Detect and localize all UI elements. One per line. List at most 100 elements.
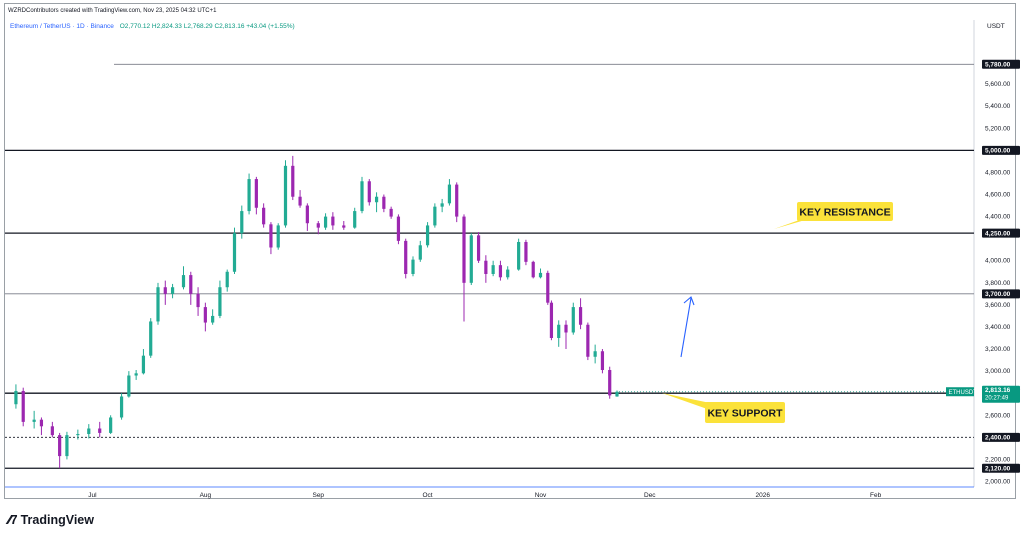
candle-body (76, 434, 80, 436)
candle-body (109, 417, 113, 433)
candle-body (119, 396, 124, 418)
ohlc-readout: O2,770.12 H2,824.33 L2,768.29 C2,813.16 … (119, 23, 295, 30)
candle-body (32, 419, 36, 422)
candle-body (404, 240, 408, 274)
candle-body (476, 235, 481, 261)
price-tick-label: 2,200.00 (985, 456, 1011, 463)
candle-body (411, 259, 415, 274)
level-price-tag (982, 432, 1020, 442)
candle-body (433, 206, 437, 226)
level-price-label: 4,250.00 (985, 230, 1011, 237)
candle-body (506, 269, 510, 278)
level-price-tag (982, 289, 1020, 299)
time-tick-label: Feb (870, 492, 882, 499)
candle-body (218, 287, 222, 316)
candle-body (211, 315, 215, 323)
candle-body (149, 321, 153, 356)
tradingview-logo: ⁄⁄7 TradingView (8, 512, 94, 527)
price-tick-label: 3,400.00 (985, 324, 1011, 331)
ticker-label: ETHUSDT (949, 390, 978, 396)
time-tick-label: Sep (312, 492, 324, 499)
ticker-tag (946, 387, 974, 397)
candle-body (615, 391, 619, 397)
candle-body (98, 428, 102, 433)
candle-body (50, 426, 54, 436)
candle-body (578, 307, 583, 325)
candle-body (557, 324, 561, 338)
candle-body (65, 435, 69, 457)
last-price-label: 2,813.16 (985, 387, 1011, 394)
candle-body (342, 225, 346, 228)
candle-body (283, 165, 288, 226)
resistance-callout-box (797, 202, 893, 221)
candle-body (600, 351, 605, 371)
price-tick-label: 3,200.00 (985, 346, 1011, 353)
price-tick-label: 3,800.00 (985, 280, 1011, 287)
candle-body (276, 225, 280, 248)
projection-arrow-shaft (680, 297, 692, 358)
last-price-tag (982, 385, 1020, 403)
candle-body (546, 272, 550, 303)
level-price-tag (982, 228, 1020, 238)
candle-body (134, 373, 138, 376)
candle-body (21, 390, 25, 422)
candle-body (189, 275, 193, 294)
chart-frame (4, 3, 1016, 499)
price-tick-label: 3,600.00 (985, 302, 1011, 309)
candle-body (549, 302, 554, 338)
time-tick-label: Nov (535, 492, 547, 499)
candle-body (418, 245, 422, 260)
level-price-tag (982, 145, 1020, 155)
candle-body (39, 419, 44, 427)
time-tick-label: Oct (423, 492, 433, 499)
candle-body (247, 179, 251, 212)
symbol-title[interactable]: Ethereum / TetherUS · 1D · Binance (10, 23, 114, 30)
tv-logo-icon: ⁄⁄7 (8, 512, 18, 527)
level-price-label: 3,700.00 (985, 291, 1011, 298)
brand-name: TradingView (20, 512, 94, 527)
candle-body (181, 275, 186, 288)
candle-body (531, 261, 535, 278)
candle-body (225, 271, 229, 288)
price-tick-label: 5,600.00 (985, 81, 1011, 88)
candle-body (203, 307, 207, 323)
candle-body (170, 287, 175, 294)
candle-body (447, 184, 452, 204)
price-tick-label: 4,000.00 (985, 258, 1011, 265)
candle-body (517, 241, 521, 270)
time-tick-label: Dec (644, 492, 656, 499)
candle-body (586, 324, 590, 357)
currency-unit: USDT (987, 23, 1005, 30)
candle-body (331, 216, 335, 226)
price-tick-label: 4,800.00 (985, 169, 1011, 176)
symbol-legend: Ethereum / TetherUS · 1D · Binance O2,77… (10, 23, 295, 30)
candle-body (608, 370, 612, 396)
support-callout-box (705, 402, 785, 423)
candle-body (462, 216, 466, 283)
candle-body (353, 211, 357, 228)
candle-body (571, 307, 575, 333)
candle-body (389, 208, 393, 217)
price-tick-label: 4,400.00 (985, 214, 1011, 221)
support-callout-label: KEY SUPPORT (707, 408, 783, 420)
candle-body (360, 181, 364, 212)
projection-arrow-head (683, 296, 695, 306)
candle-body (305, 205, 309, 224)
level-price-tag (982, 463, 1020, 473)
candle-body (156, 287, 160, 322)
candle-body (196, 293, 200, 308)
candle-body (524, 241, 528, 262)
candle-body (491, 265, 495, 274)
time-tick-label: 2026 (755, 492, 770, 499)
time-tick-label: Aug (200, 492, 212, 499)
candle-body (440, 203, 444, 207)
candle-body (262, 207, 266, 225)
level-price-label: 5,000.00 (985, 148, 1011, 155)
candle-body (14, 390, 18, 405)
price-tick-label: 2,600.00 (985, 412, 1011, 419)
level-price-label: 2,120.00 (985, 466, 1011, 473)
price-tick-label: 2,000.00 (985, 478, 1011, 485)
price-tick-label: 4,600.00 (985, 192, 1011, 199)
level-price-tag (982, 59, 1020, 69)
